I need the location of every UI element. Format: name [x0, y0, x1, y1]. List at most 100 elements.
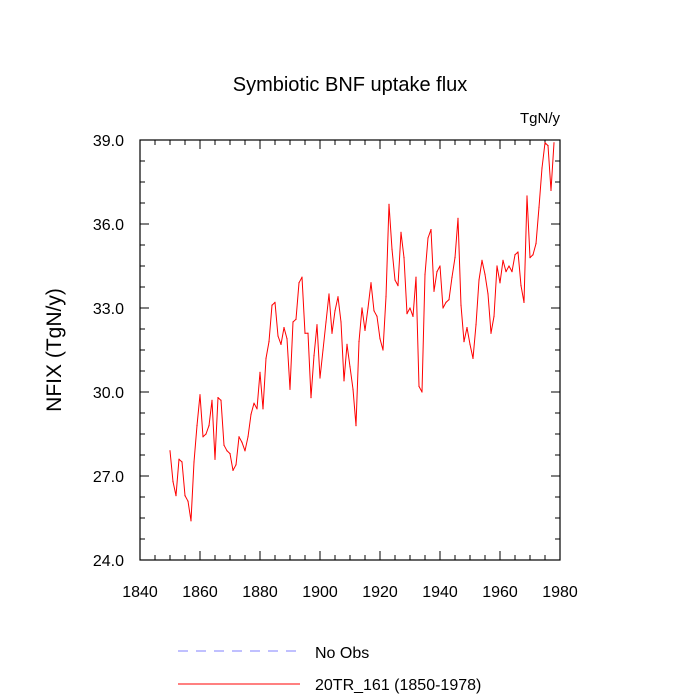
data-point	[514, 254, 516, 256]
data-point	[397, 285, 399, 287]
data-point	[511, 271, 513, 273]
y-tick-label: 33.0	[93, 301, 124, 318]
data-point	[184, 495, 186, 497]
data-point	[526, 195, 528, 197]
data-point	[181, 461, 183, 463]
data-point	[358, 341, 360, 343]
data-point	[451, 276, 453, 278]
data-point	[307, 332, 309, 334]
data-point	[298, 282, 300, 284]
x-tick-label: 1840	[122, 584, 158, 601]
data-point	[211, 399, 213, 401]
x-tick-label: 1860	[182, 584, 218, 601]
data-point	[343, 380, 345, 382]
data-point	[448, 299, 450, 301]
data-point	[241, 441, 243, 443]
data-point	[424, 273, 426, 275]
data-point	[505, 271, 507, 273]
data-point	[196, 425, 198, 427]
data-point	[271, 304, 273, 306]
data-point	[187, 500, 189, 502]
data-point	[496, 265, 498, 267]
data-point	[469, 343, 471, 345]
legend: No Obs 20TR_161 (1850-1978)	[178, 645, 481, 694]
data-point	[433, 290, 435, 292]
data-point	[544, 142, 546, 144]
data-point	[256, 408, 258, 410]
data-point	[316, 324, 318, 326]
data-point	[508, 265, 510, 267]
data-point	[208, 425, 210, 427]
data-point	[352, 388, 354, 390]
data-point	[403, 257, 405, 259]
chart-title: Symbiotic BNF uptake flux	[233, 74, 468, 96]
data-point	[478, 279, 480, 281]
legend-label-20tr-161: 20TR_161 (1850-1978)	[315, 677, 481, 694]
plot-frame	[139, 139, 561, 561]
units-label: TgN/y	[520, 110, 561, 127]
data-point	[364, 329, 366, 331]
data-point	[367, 307, 369, 309]
data-point	[349, 366, 351, 368]
data-point	[472, 357, 474, 359]
data-point	[253, 402, 255, 404]
data-point	[421, 391, 423, 393]
data-point	[334, 310, 336, 312]
x-axis-ticks: 1840 1860 1880 1900 1920 1940 1960 1980	[122, 140, 578, 601]
data-point	[517, 251, 519, 253]
data-point	[232, 469, 234, 471]
data-point	[409, 307, 411, 309]
data-point	[430, 229, 432, 231]
x-tick-label: 1940	[422, 584, 458, 601]
data-point	[412, 315, 414, 317]
data-point	[460, 304, 462, 306]
data-point	[217, 397, 219, 399]
data-point	[262, 408, 264, 410]
data-point	[202, 436, 204, 438]
data-point	[178, 458, 180, 460]
data-point	[235, 464, 237, 466]
y-axis-ticks: 24.0 27.0 30.0 33.0 36.0 39.0	[93, 133, 560, 570]
data-point	[247, 436, 249, 438]
data-point	[268, 341, 270, 343]
data-point	[373, 310, 375, 312]
data-point	[529, 257, 531, 259]
data-point	[355, 425, 357, 427]
data-point	[301, 276, 303, 278]
data-point	[220, 399, 222, 401]
data-point	[538, 206, 540, 208]
data-point	[523, 301, 525, 303]
data-point	[361, 307, 363, 309]
data-point	[379, 338, 381, 340]
data-point	[193, 461, 195, 463]
data-point	[445, 301, 447, 303]
data-point	[322, 349, 324, 351]
x-tick-label: 1960	[482, 584, 518, 601]
data-point	[535, 243, 537, 245]
data-point	[436, 271, 438, 273]
x-tick-label: 1980	[542, 584, 578, 601]
data-point	[313, 355, 315, 357]
data-point	[481, 259, 483, 261]
data-point	[553, 142, 555, 144]
data-point	[205, 433, 207, 435]
x-tick-label: 1920	[362, 584, 398, 601]
data-point	[532, 254, 534, 256]
data-point	[442, 307, 444, 309]
data-point	[169, 450, 171, 452]
data-point	[277, 335, 279, 337]
data-point	[484, 273, 486, 275]
data-point	[457, 217, 459, 219]
data-point	[175, 495, 177, 497]
y-tick-label: 24.0	[93, 553, 124, 570]
data-point	[487, 293, 489, 295]
data-point	[274, 301, 276, 303]
data-point	[238, 436, 240, 438]
data-point	[340, 321, 342, 323]
data-point	[223, 444, 225, 446]
data-point	[415, 276, 417, 278]
data-point	[520, 285, 522, 287]
data-point	[190, 520, 192, 522]
data-point	[391, 248, 393, 250]
